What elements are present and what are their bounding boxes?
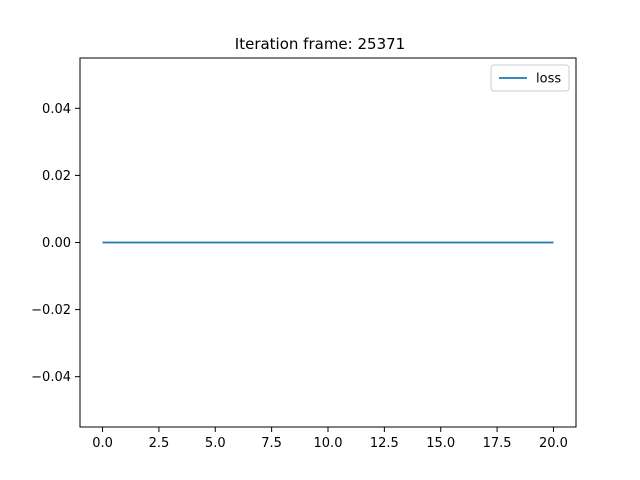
legend-label: loss	[536, 72, 561, 87]
legend-box	[490, 64, 570, 92]
x-tick-label: 5.0	[205, 436, 226, 451]
x-tick-label: 17.5	[483, 436, 512, 451]
x-tick-label: 2.5	[149, 436, 170, 451]
y-tick-label: 0.02	[42, 169, 71, 184]
y-tick-label: −0.02	[31, 303, 71, 318]
y-tick-label: −0.04	[31, 370, 71, 385]
y-tick-label: 0.04	[42, 102, 71, 117]
x-tick-label: 0.0	[92, 436, 113, 451]
y-axis: −0.04 −0.02 0.00 0.02 0.04	[31, 102, 80, 385]
x-tick-label: 15.0	[426, 436, 455, 451]
x-tick-label: 12.5	[370, 436, 399, 451]
x-tick-label: 10.0	[314, 436, 343, 451]
chart-title: Iteration frame: 25371	[235, 35, 405, 53]
y-tick-label: 0.00	[42, 236, 71, 251]
x-tick-label: 7.5	[261, 436, 282, 451]
x-axis: 0.0 2.5 5.0 7.5 10.0 12.5 15.0 17.5 20.0	[92, 427, 568, 451]
x-tick-label: 20.0	[539, 436, 568, 451]
plot-area-frame	[79, 57, 577, 428]
legend: loss	[490, 64, 570, 92]
